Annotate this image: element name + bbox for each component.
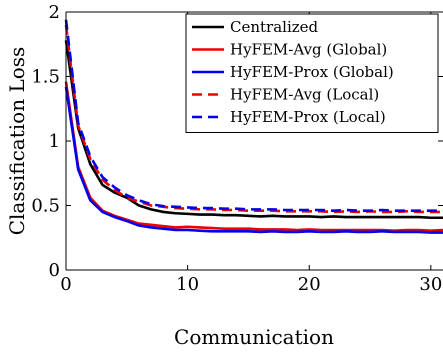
legend-box — [185, 13, 439, 133]
x-axis-title: Communication — [174, 325, 334, 349]
legend-label: HyFEM-Prox (Global) — [230, 63, 394, 81]
legend-item: HyFEM-Avg (Global) — [192, 41, 387, 59]
legend: Centralized HyFEM-Avg (Global) HyFEM-Prox … — [185, 13, 439, 133]
legend-item: Centralized — [192, 18, 319, 36]
legend-label: HyFEM-Avg (Global) — [230, 41, 387, 59]
legend-item: HyFEM-Prox (Global) — [192, 63, 394, 81]
series-line-hyfem-prox-global — [64, 86, 443, 234]
y-tick-label: 1 — [49, 131, 60, 152]
y-axis-title: Classification Loss — [5, 47, 29, 236]
y-tick-label: 1.5 — [31, 67, 60, 88]
axes-layer: 0 10 20 30 0 0.5 1 1.5 2 — [31, 2, 443, 295]
y-tick-label: 0.5 — [31, 196, 60, 217]
legend-label: Centralized — [230, 18, 319, 36]
series-line-hyfem-avg-global — [64, 81, 443, 232]
legend-item: HyFEM-Prox (Local) — [192, 108, 386, 126]
y-tick-label: 0 — [49, 260, 60, 281]
x-tick-label: 10 — [176, 274, 199, 295]
series-layer — [64, 19, 443, 234]
series-line-hyfem-prox-local — [64, 19, 443, 212]
x-tick-label: 0 — [60, 274, 71, 295]
legend-item: HyFEM-Avg (Local) — [192, 86, 379, 104]
x-tick-label: 20 — [298, 274, 321, 295]
y-tick-label: 2 — [49, 2, 60, 23]
legend-label: HyFEM-Prox (Local) — [230, 108, 386, 126]
legend-label: HyFEM-Avg (Local) — [230, 86, 379, 104]
x-tick-label: 30 — [419, 274, 442, 295]
